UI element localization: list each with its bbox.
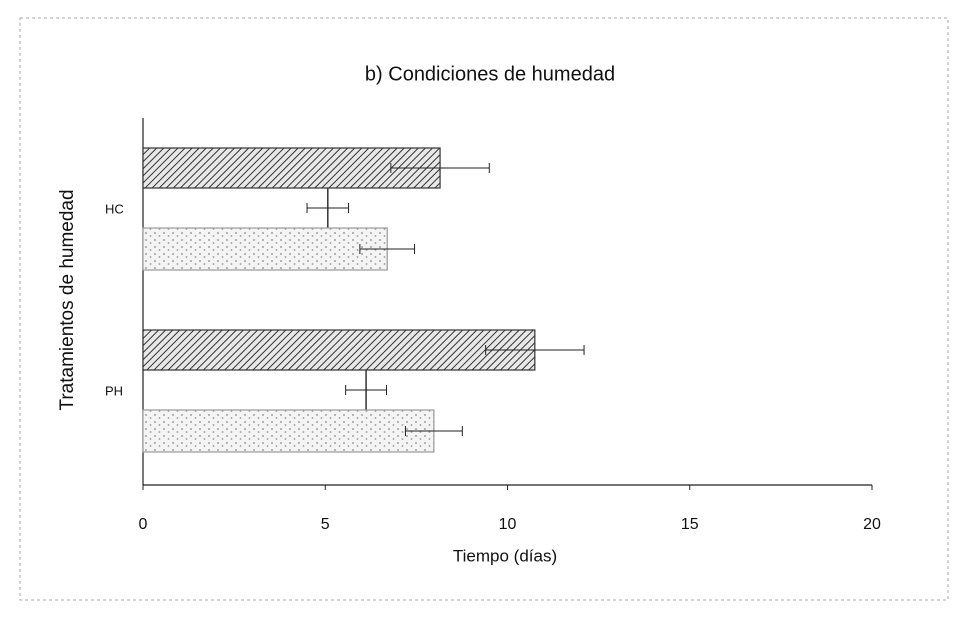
bar	[142, 409, 435, 453]
x-tick-label: 15	[681, 516, 699, 533]
error-bar	[404, 426, 463, 436]
y-axis-label: Tratamientos de humedad	[57, 189, 78, 410]
x-axis-label: Tiempo (días)	[453, 546, 557, 565]
y-tick-label: HC	[105, 201, 124, 216]
x-tick-label: 0	[139, 516, 148, 533]
x-tick-label: 5	[321, 516, 330, 533]
bar	[142, 329, 536, 371]
x-tick-label: 10	[499, 516, 517, 533]
error-bar	[390, 163, 490, 173]
error-bar	[345, 385, 387, 395]
error-bar	[359, 244, 416, 254]
x-tick-label: 20	[863, 516, 881, 533]
chart-title: b) Condiciones de humedad	[365, 63, 615, 85]
error-bar	[306, 203, 350, 213]
bar	[142, 227, 388, 271]
y-tick-label: PH	[105, 383, 123, 398]
error-bar	[485, 345, 585, 355]
frame	[19, 17, 949, 601]
